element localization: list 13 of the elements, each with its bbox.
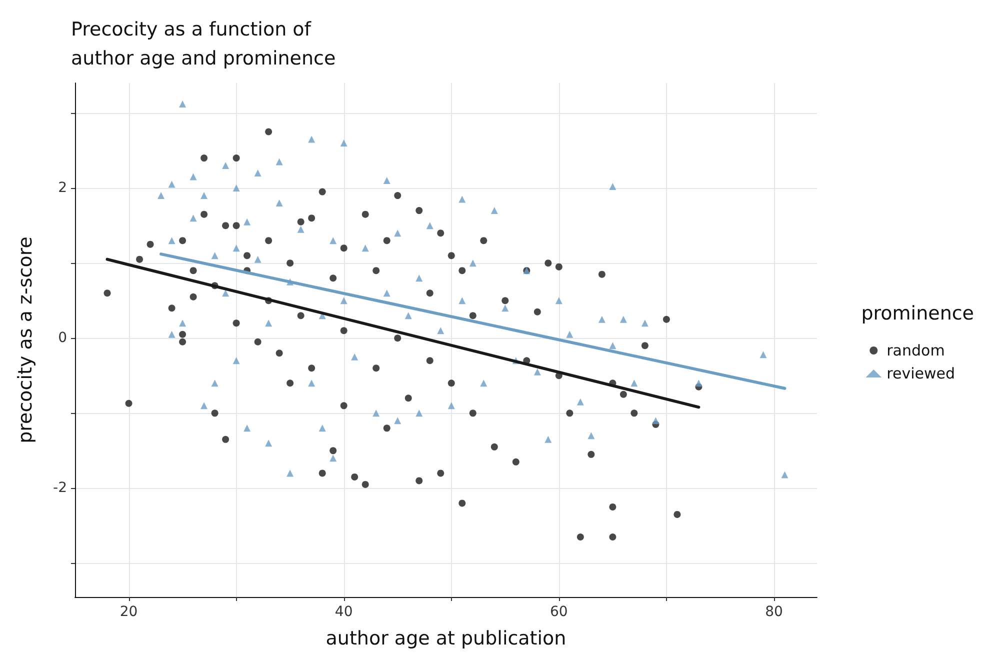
legend-label: reviewed xyxy=(886,364,956,382)
y-tick-label: -2 xyxy=(53,480,67,496)
chart-title: Precocity as a function of author age and prominence xyxy=(71,18,336,70)
x-tick-label: 40 xyxy=(334,604,353,620)
legend-label: random xyxy=(886,342,945,360)
y-tick-label: 2 xyxy=(58,180,67,196)
x-tick-label: 20 xyxy=(120,604,138,620)
y-axis-title: precocity as a z-score xyxy=(14,236,36,444)
x-tick-label: 60 xyxy=(550,604,568,620)
x-tick-label: 80 xyxy=(765,604,783,620)
y-tick-label: 0 xyxy=(58,330,67,346)
x-axis-title: author age at publication xyxy=(326,628,566,650)
legend-title: prominence xyxy=(861,302,974,324)
